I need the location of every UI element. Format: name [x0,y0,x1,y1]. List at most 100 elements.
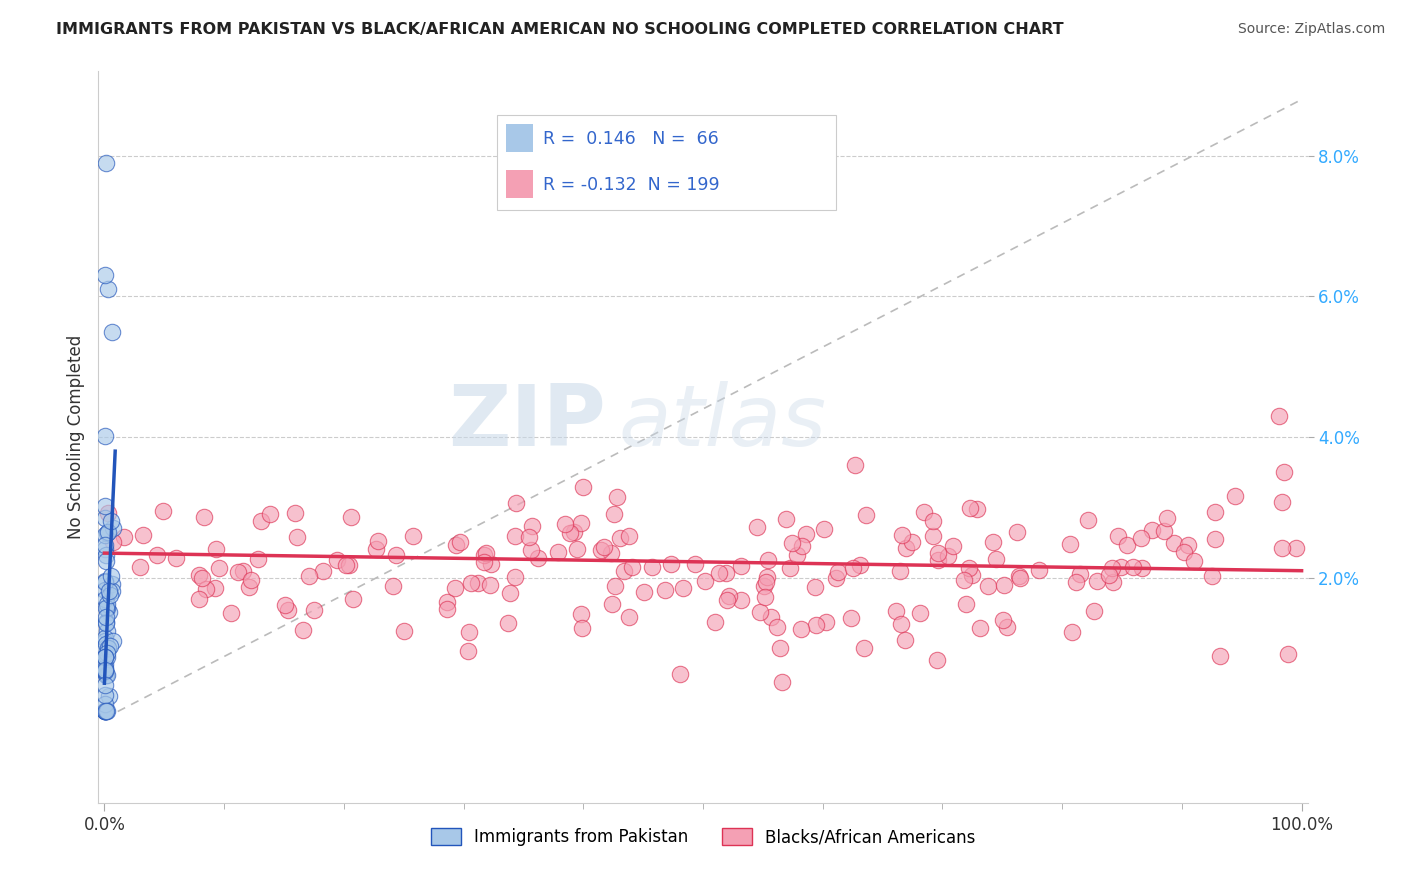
Point [1010,571,1032,585]
Point [340,510,363,524]
Point [1163,536,1185,550]
Point [790,540,813,554]
Point [526,551,548,566]
Point [100,569,122,583]
Point [685,557,707,571]
Point [277,603,299,617]
Point [292,624,315,638]
Point [844,458,866,473]
Point [460,575,482,590]
Point [952,573,974,587]
Point [195,582,218,596]
Point [558,526,581,541]
Point [96,600,118,615]
Point [1007,525,1029,540]
Point [786,548,808,562]
Point [94,542,117,557]
Point [96,610,118,624]
Point [755,570,778,584]
Point [94,510,117,524]
Point [364,541,387,556]
Point [960,567,983,582]
Point [815,615,838,630]
Point [238,580,260,594]
Point [112,530,135,544]
Point [326,552,349,566]
Point [312,564,335,578]
Point [93,538,115,552]
Point [436,595,458,609]
Point [659,557,682,571]
Point [467,576,489,591]
Point [94,268,117,283]
Point [886,604,908,618]
Point [499,585,522,599]
Point [457,644,479,658]
Point [96,650,118,665]
Point [912,504,935,518]
Point [841,560,863,574]
Point [94,677,117,691]
Point [449,535,471,549]
Point [475,546,498,560]
Point [889,564,911,578]
Point [402,528,425,542]
Point [94,698,117,712]
Point [717,590,740,604]
Point [496,616,519,631]
Point [1116,537,1139,551]
Point [97,641,120,656]
Point [342,592,364,607]
Point [1271,541,1294,556]
Point [617,529,640,543]
Point [754,591,776,605]
Point [1272,465,1295,479]
Point [759,609,782,624]
Point [94,649,117,664]
Point [565,542,588,557]
Point [219,606,242,620]
Point [97,583,120,598]
Point [959,500,981,515]
Point [804,618,827,632]
Point [517,530,540,544]
Point [250,514,273,528]
Point [908,606,931,620]
Point [1285,541,1308,555]
Point [991,613,1014,627]
Point [472,556,495,570]
Point [1277,647,1299,661]
Point [132,527,155,541]
Point [770,675,793,690]
Point [381,579,404,593]
Point [94,600,117,615]
Point [96,637,118,651]
Point [825,570,848,584]
Point [562,524,585,539]
Point [969,621,991,635]
Point [503,529,526,543]
Bar [506,124,533,152]
Point [654,582,676,597]
Point [94,429,117,443]
Point [96,597,118,611]
Point [1122,560,1144,574]
Point [479,557,502,571]
Text: R = -0.132  N = 199: R = -0.132 N = 199 [543,176,720,194]
Point [890,617,912,632]
Point [505,496,527,510]
Point [98,588,121,602]
Point [94,574,117,589]
Point [94,705,117,719]
Point [1028,563,1050,577]
Point [304,603,326,617]
Point [672,581,695,595]
Point [669,666,692,681]
Point [1204,505,1226,519]
Point [695,574,717,589]
Text: ZIP: ZIP [449,381,606,464]
Point [1209,648,1232,663]
Text: R =  0.146   N =  66: R = 0.146 N = 66 [543,130,718,148]
Text: atlas: atlas [619,381,827,464]
Point [745,519,768,533]
